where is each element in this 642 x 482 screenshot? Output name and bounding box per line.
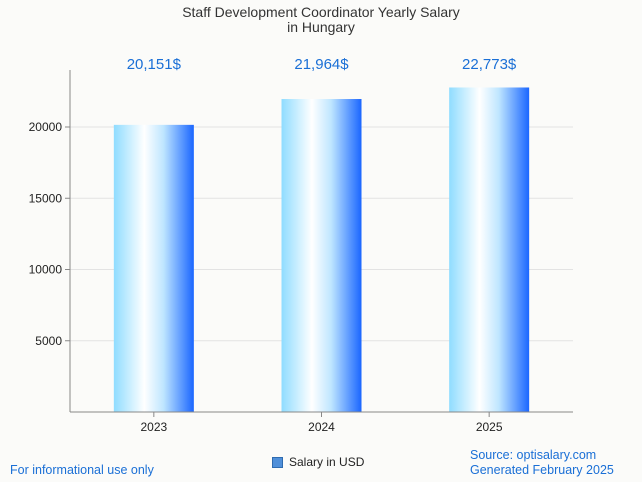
footer-disclaimer: For informational use only xyxy=(10,463,154,477)
bar-2024[interactable] xyxy=(281,99,362,412)
footer-generated: Generated February 2025 xyxy=(470,463,614,477)
data-label-2025: 22,773$ xyxy=(462,56,517,73)
footer-source[interactable]: Source: optisalary.com xyxy=(470,448,597,462)
bar-2023[interactable] xyxy=(113,124,194,412)
x-tick-label-2023: 2023 xyxy=(140,420,167,434)
y-tick-label: 20000 xyxy=(29,120,63,134)
legend-label: Salary in USD xyxy=(289,455,365,469)
data-label-2024: 21,964$ xyxy=(294,56,349,73)
y-tick-label: 10000 xyxy=(29,263,63,277)
x-tick-label-2025: 2025 xyxy=(476,420,503,434)
chart-title-line-1: Staff Development Coordinator Yearly Sal… xyxy=(182,4,460,20)
y-tick-label: 15000 xyxy=(29,191,63,205)
legend-swatch-icon xyxy=(272,456,283,468)
legend[interactable]: Salary in USD xyxy=(272,455,364,469)
bar-2025[interactable] xyxy=(449,87,530,413)
x-tick-label-2024: 2024 xyxy=(308,420,335,434)
bars xyxy=(113,87,530,413)
data-labels: 20,151$ 21,964$ 22,773$ xyxy=(127,56,517,73)
axes: 5000 10000 15000 20000 2023 2024 2025 xyxy=(29,70,573,434)
chart-title-line-2: in Hungary xyxy=(287,19,355,35)
y-tick-label: 5000 xyxy=(35,334,62,348)
data-label-2023: 20,151$ xyxy=(127,56,182,73)
